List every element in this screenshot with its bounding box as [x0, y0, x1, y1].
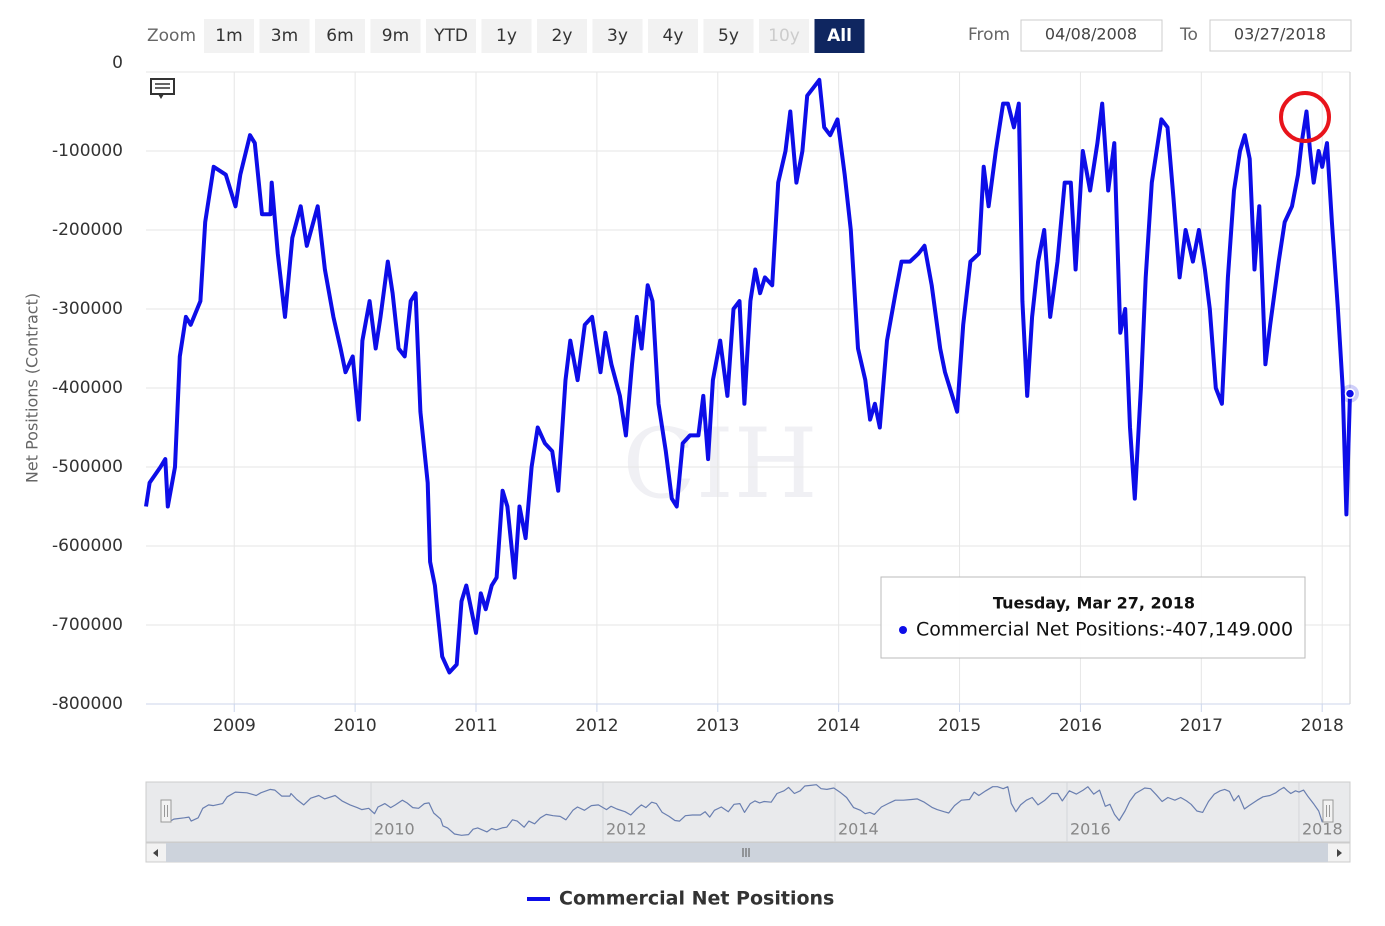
- zoom-button[interactable]: [481, 19, 532, 53]
- y-tick-label: -700000: [52, 615, 123, 635]
- y-tick-label: -200000: [52, 220, 123, 240]
- zoom-label: Zoom: [147, 26, 196, 46]
- zoom-button[interactable]: [259, 19, 310, 53]
- navigator-tick-label: 2010: [374, 820, 415, 839]
- zoom-button[interactable]: [592, 19, 643, 53]
- tooltip-text: Commercial Net Positions:-407,149.000: [916, 619, 1293, 641]
- x-tick-label: 2014: [817, 716, 860, 736]
- legend-label[interactable]: Commercial Net Positions: [559, 888, 834, 910]
- from-input[interactable]: [1020, 19, 1163, 52]
- zoom-button[interactable]: [703, 19, 754, 53]
- to-value[interactable]: 03/27/2018: [1234, 25, 1326, 44]
- navigator-tick-label: 2018: [1302, 820, 1343, 839]
- navigator-handle[interactable]: [160, 799, 172, 823]
- watermark: CIH: [622, 408, 817, 520]
- tooltip-box: [880, 576, 1306, 659]
- x-tick-label: 2017: [1180, 716, 1223, 736]
- navigator-handle-grip[interactable]: [164, 805, 168, 817]
- y-tick-label: -500000: [52, 457, 123, 477]
- x-tick-label: 2016: [1059, 716, 1102, 736]
- highlight-circle: [1279, 91, 1331, 143]
- tooltip-bullet: [899, 626, 907, 634]
- scrollbar-thumb[interactable]: [166, 843, 1328, 862]
- hover-point: [1344, 388, 1356, 399]
- navigator-tick-label: 2012: [606, 820, 647, 839]
- zoom-button-label[interactable]: 6m: [326, 26, 353, 46]
- zoom-button[interactable]: [648, 19, 698, 53]
- to-label: To: [1179, 25, 1198, 45]
- zoom-button[interactable]: [814, 19, 865, 53]
- x-tick-label: 2009: [213, 716, 256, 736]
- zoom-button[interactable]: [315, 19, 365, 53]
- zoom-button[interactable]: [426, 19, 476, 53]
- y-tick-label: -800000: [52, 694, 123, 714]
- x-tick-label: 2015: [938, 716, 981, 736]
- scrollbar-grip[interactable]: [742, 848, 750, 857]
- navigator-bg: [145, 781, 1351, 843]
- zoom-button[interactable]: [537, 19, 587, 53]
- y-tick-label: -300000: [52, 299, 123, 319]
- icon-tail[interactable]: [158, 94, 164, 99]
- comment-icon[interactable]: [150, 78, 175, 99]
- from-value[interactable]: 04/08/2008: [1045, 25, 1137, 44]
- x-tick-label: 2013: [696, 716, 739, 736]
- y-tick-label: -400000: [52, 378, 123, 398]
- zoom-button-label[interactable]: 1y: [496, 26, 517, 46]
- scrollbar-left-arrow[interactable]: [153, 849, 158, 857]
- zoom-button[interactable]: [204, 19, 254, 53]
- to-input[interactable]: [1209, 19, 1352, 52]
- y-tick-label: -600000: [52, 536, 123, 556]
- y-tick-label: -100000: [52, 141, 123, 161]
- x-tick-label: 2012: [575, 716, 618, 736]
- zoom-button-label[interactable]: 10y: [768, 26, 800, 46]
- zoom-button-label[interactable]: 3y: [607, 26, 628, 46]
- navigator-tick-label: 2016: [1070, 820, 1111, 839]
- zoom-button-label[interactable]: 3m: [271, 26, 298, 46]
- zoom-button-label[interactable]: 1m: [215, 26, 242, 46]
- navigator-line: [170, 784, 1327, 836]
- series-line: [144, 77, 1352, 675]
- zoom-button[interactable]: [759, 19, 809, 53]
- y-tick-label: 0: [112, 53, 123, 73]
- navigator-tick-label: 2014: [838, 820, 879, 839]
- zoom-button-label[interactable]: 2y: [552, 26, 573, 46]
- zoom-button-label[interactable]: 9m: [382, 26, 409, 46]
- x-tick-label: 2018: [1301, 716, 1344, 736]
- y-axis-label: Net Positions (Contract): [23, 293, 42, 483]
- icon-lines[interactable]: [155, 83, 170, 89]
- zoom-button-label[interactable]: 4y: [663, 26, 684, 46]
- navigator-handle-grip[interactable]: [1326, 805, 1330, 817]
- zoom-button-label[interactable]: All: [827, 26, 852, 46]
- x-tick-label: 2010: [333, 716, 376, 736]
- icon-box[interactable]: [150, 78, 175, 95]
- zoom-button-label[interactable]: YTD: [433, 26, 468, 46]
- tooltip-date: Tuesday, Mar 27, 2018: [993, 594, 1195, 613]
- navigator-handle[interactable]: [1322, 799, 1334, 823]
- zoom-button-label[interactable]: 5y: [718, 26, 739, 46]
- x-tick-label: 2011: [454, 716, 497, 736]
- zoom-button[interactable]: [370, 19, 421, 53]
- from-label: From: [968, 25, 1010, 45]
- scrollbar-right-arrow[interactable]: [1337, 849, 1342, 857]
